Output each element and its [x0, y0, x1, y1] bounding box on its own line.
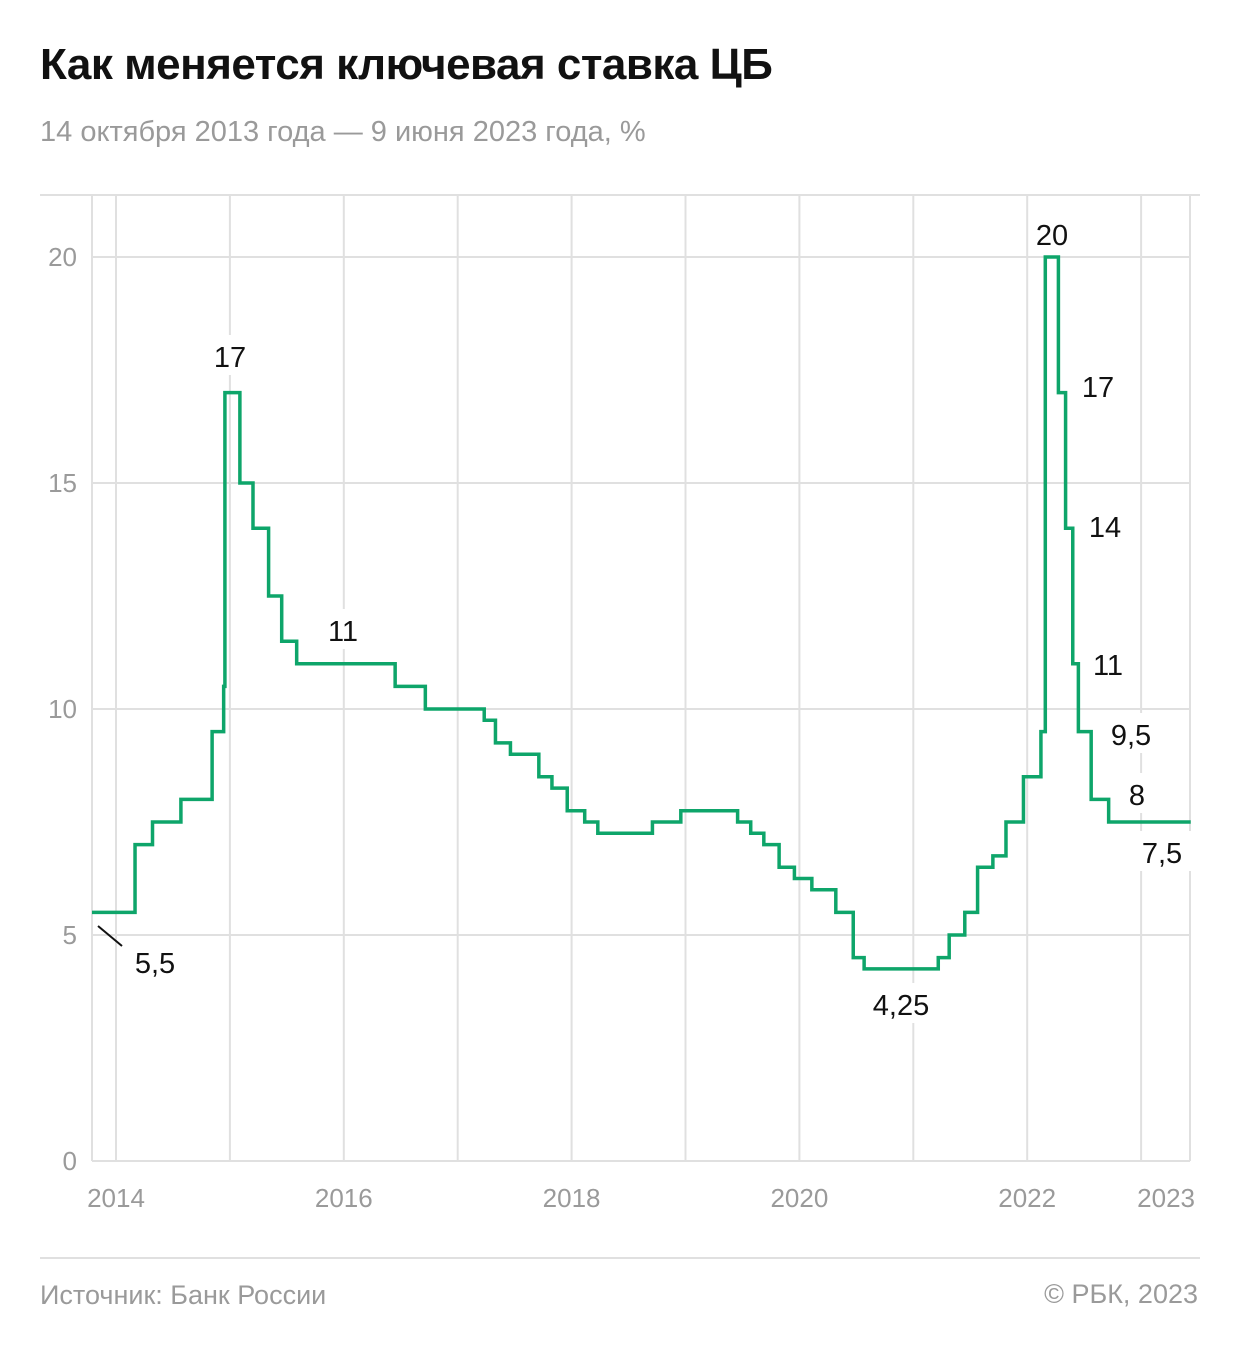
x-tick-label: 2014: [87, 1183, 145, 1213]
annotation-background: [1124, 773, 1150, 813]
annotation-background: [1077, 365, 1119, 405]
y-tick-label: 15: [48, 468, 77, 498]
y-tick-label: 5: [63, 920, 77, 950]
annotation-label: 20: [1036, 220, 1068, 252]
annotation-label: 8: [1129, 780, 1145, 812]
copyright: © РБК, 2023: [1044, 1279, 1198, 1309]
annotation-background: [322, 609, 364, 649]
annotation-label: 11: [1093, 650, 1123, 682]
annotation-background: [1133, 831, 1191, 871]
annotation-background: [126, 941, 184, 981]
source-note: Источник: Банк России: [40, 1280, 327, 1310]
annotation-background: [1102, 713, 1160, 753]
annotation-label: 5,5: [135, 948, 175, 980]
x-tick-label: 2018: [543, 1183, 601, 1213]
annotation-label: 4,25: [873, 990, 929, 1022]
annotation-background: [1084, 505, 1126, 545]
x-tick-label: 2020: [770, 1183, 828, 1213]
annotation-background: [209, 335, 251, 375]
x-tick-label: 2023: [1137, 1183, 1195, 1213]
annotation-background: [1031, 213, 1073, 253]
chart-title: Как меняется ключевая ставка ЦБ: [40, 40, 773, 89]
annotation-label: 7,5: [1142, 838, 1182, 870]
annotation-background: [864, 983, 938, 1023]
key-rate-line: [92, 255, 1191, 971]
annotation-leader-line: [97, 925, 123, 947]
footer-divider: [40, 1257, 1200, 1259]
annotation-label: 9,5: [1111, 720, 1151, 752]
y-tick-label: 20: [48, 242, 77, 272]
chart-subtitle: 14 октября 2013 года — 9 июня 2023 года,…: [40, 116, 646, 148]
annotations: 5,5 17 11 4,25 20 17 14 11 9,5 8 7,5: [97, 213, 1191, 1023]
y-axis-ticks: 0 5 10 15 20: [48, 242, 77, 1176]
x-tick-label: 2022: [998, 1183, 1056, 1213]
annotation-label: 14: [1089, 512, 1121, 544]
annotation-background: [1087, 643, 1129, 683]
y-tick-label: 0: [63, 1146, 77, 1176]
annotation-label: 11: [328, 616, 358, 648]
x-axis-ticks: 2014 2016 2018 2020 2022 2023: [87, 1183, 1195, 1213]
y-tick-label: 10: [48, 694, 77, 724]
annotation-label: 17: [1082, 372, 1114, 404]
annotation-label: 17: [214, 342, 246, 374]
x-tick-label: 2016: [315, 1183, 373, 1213]
